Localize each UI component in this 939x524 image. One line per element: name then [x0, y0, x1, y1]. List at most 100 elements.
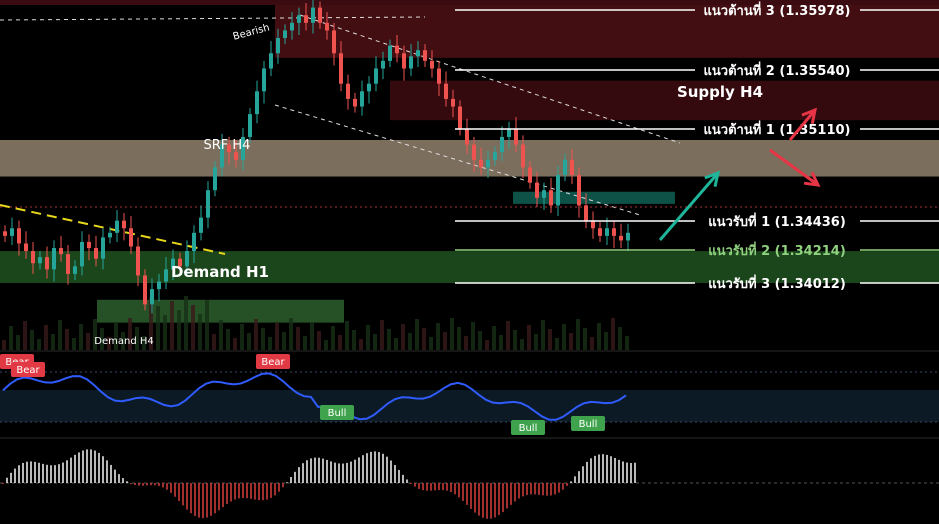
volume-bar — [555, 338, 559, 350]
candle-body — [31, 251, 35, 264]
hist-bar — [190, 483, 192, 514]
candle-body — [276, 38, 280, 54]
hist-bar — [70, 457, 72, 483]
volume-bar — [93, 319, 97, 350]
hist-bar — [378, 452, 380, 483]
candle-body — [514, 129, 518, 145]
hist-bar — [322, 458, 324, 483]
hist-bar — [50, 465, 52, 483]
hist-bar — [530, 483, 532, 495]
hist-bar — [578, 471, 580, 483]
hist-bar — [310, 458, 312, 483]
volume-bar — [527, 325, 531, 350]
volume-bar — [226, 329, 230, 350]
volume-bar — [296, 327, 300, 350]
volume-bar — [625, 336, 629, 350]
hist-bar — [46, 464, 48, 483]
hist-bar — [42, 463, 44, 483]
hist-bar — [138, 483, 140, 486]
volume-bar — [387, 329, 391, 350]
volume-bar — [114, 323, 118, 350]
hist-bar — [74, 454, 76, 483]
volume-bar — [590, 337, 594, 350]
volume-bar — [331, 326, 335, 350]
hist-bar — [58, 464, 60, 483]
hist-bar — [198, 483, 200, 518]
candle-body — [458, 106, 462, 130]
volume-bar — [492, 326, 496, 350]
hist-bar — [374, 451, 376, 483]
volume-bar — [604, 332, 608, 350]
hist-bar — [522, 483, 524, 497]
candle-body — [584, 205, 588, 221]
volume-bar — [156, 306, 160, 350]
hist-bar — [250, 483, 252, 499]
volume-bar — [86, 333, 90, 350]
hist-bar — [402, 474, 404, 483]
volume-bar — [79, 324, 83, 350]
hist-bar — [566, 483, 568, 486]
hist-bar — [26, 461, 28, 483]
volume-bar — [177, 310, 181, 350]
hist-bar — [174, 483, 176, 497]
hist-bar — [490, 483, 492, 519]
hist-bar — [62, 462, 64, 483]
hist-bar — [150, 483, 152, 486]
zone-teal-zone — [513, 191, 675, 204]
candle-body — [136, 246, 140, 276]
candle-body — [227, 144, 231, 153]
dashed-top-line — [0, 16, 426, 21]
volume-bar — [121, 332, 125, 350]
candle-body — [598, 228, 602, 236]
candle-body — [108, 232, 112, 238]
osc-bear-label: Bear — [16, 365, 40, 376]
volume-bar — [611, 318, 615, 350]
candle-body — [570, 159, 574, 175]
candle-body — [10, 228, 14, 236]
hist-bar — [166, 483, 168, 490]
candle-body — [444, 83, 448, 99]
level-label-s3: แนวรับที่ 3 (1.34012) — [708, 274, 846, 292]
candle-body — [80, 241, 84, 267]
hist-bar — [562, 483, 564, 490]
hist-bar — [430, 483, 432, 491]
volume-bar — [2, 340, 6, 350]
hist-bar — [634, 462, 636, 483]
volume-bar — [394, 338, 398, 350]
candle-body — [472, 144, 476, 160]
volume-bar — [205, 300, 209, 350]
candle-body — [374, 68, 378, 84]
srf-h4-label: SRF H4 — [204, 138, 251, 153]
candle-body — [367, 83, 371, 92]
volume-bar — [359, 339, 363, 350]
hist-bar — [318, 457, 320, 483]
candle-body — [262, 68, 266, 92]
hist-bar — [134, 483, 136, 486]
hist-bar — [338, 463, 340, 483]
osc-bull-label: Bull — [579, 419, 598, 430]
candle-body — [465, 129, 469, 145]
hist-bar — [546, 483, 548, 496]
volume-bar — [415, 319, 419, 350]
candle-body — [339, 53, 343, 84]
hist-bar — [194, 483, 196, 516]
hist-bar — [594, 455, 596, 483]
hist-bar — [142, 483, 144, 486]
hist-bar — [14, 468, 16, 483]
hist-bar — [34, 461, 36, 483]
hist-bar — [234, 483, 236, 500]
volume-bar — [240, 324, 244, 350]
hist-bar — [626, 462, 628, 483]
candle-body — [563, 159, 567, 175]
hist-bar — [574, 476, 576, 483]
hist-bar — [66, 460, 68, 483]
candle-body — [416, 50, 420, 57]
candle-body — [542, 190, 546, 198]
hist-bar — [222, 483, 224, 508]
hist-bar — [102, 456, 104, 483]
hist-bar — [22, 462, 24, 483]
volume-bar — [142, 336, 146, 350]
hist-bar — [290, 476, 292, 483]
hist-bar — [214, 483, 216, 514]
